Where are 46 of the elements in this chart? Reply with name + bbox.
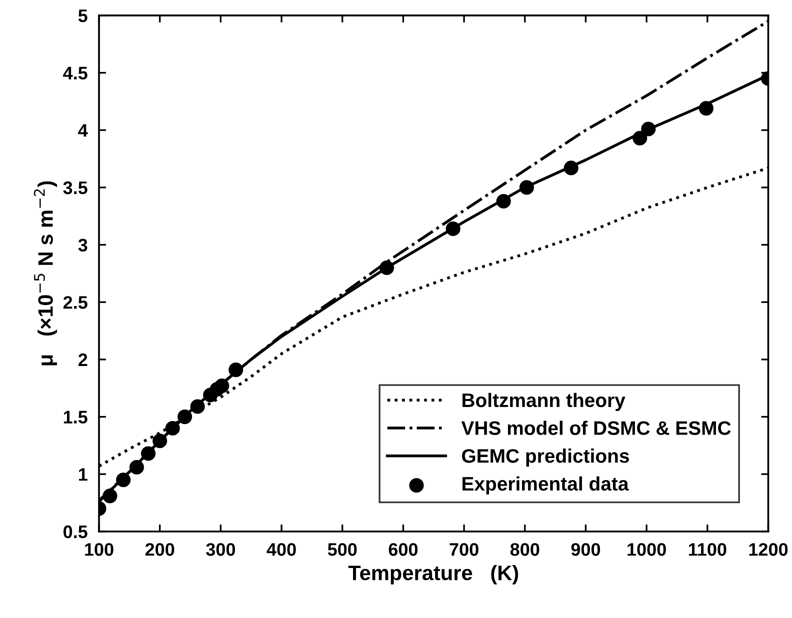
point	[165, 420, 180, 436]
point	[379, 260, 394, 276]
legend-label: GEMC predictions	[462, 448, 629, 467]
y-tick-label: 4	[78, 124, 88, 137]
point	[446, 221, 460, 236]
point	[632, 130, 648, 146]
x-tick-label: 1000	[628, 543, 666, 556]
legend-label: Boltzmann theory	[462, 392, 626, 411]
x-tick-label: 200	[145, 543, 174, 556]
legend-label: VHS model of DSMC & ESMC	[461, 420, 731, 435]
x-tick-label: 700	[450, 543, 478, 556]
point	[228, 362, 244, 378]
point	[140, 446, 156, 461]
x-tick-label: 600	[388, 543, 418, 556]
point	[129, 460, 144, 475]
point	[496, 194, 511, 209]
y-tick-label: 4.5	[63, 66, 88, 80]
y-tick-label: 5	[78, 10, 88, 22]
x-tick-label: 100	[85, 543, 114, 556]
y-tick-label: 3	[78, 238, 88, 252]
y-tick-label: 1	[78, 468, 88, 481]
y-tick-label: 3.5	[63, 181, 88, 194]
point	[190, 399, 205, 414]
legend-label: Experimental data	[462, 476, 629, 495]
x-axis-title: Temperature (K)	[348, 564, 518, 584]
y-tick-label: 1.5	[64, 410, 88, 424]
point	[519, 180, 534, 195]
y-axis-title: μ (×10$^{−5}$ N s m$^{−2}$)	[34, 181, 58, 366]
y-tick-label: 2.5	[63, 296, 88, 309]
x-tick-label: 1100	[688, 543, 726, 556]
point	[152, 434, 168, 448]
y-tick-label: 2	[78, 353, 88, 366]
point	[116, 472, 131, 488]
point	[698, 101, 714, 116]
x-tick-label: 900	[571, 543, 600, 556]
point	[102, 488, 118, 504]
y-tick-label: 0.5	[64, 525, 88, 538]
point	[641, 122, 656, 136]
x-tick-label: 400	[266, 543, 296, 556]
x-tick-label: 800	[510, 543, 540, 556]
point	[178, 410, 192, 424]
point	[214, 378, 230, 394]
point	[564, 160, 578, 176]
x-tick-label: 300	[206, 543, 236, 556]
x-tick-label: 1200	[749, 543, 788, 556]
x-tick-label: 500	[328, 543, 357, 556]
